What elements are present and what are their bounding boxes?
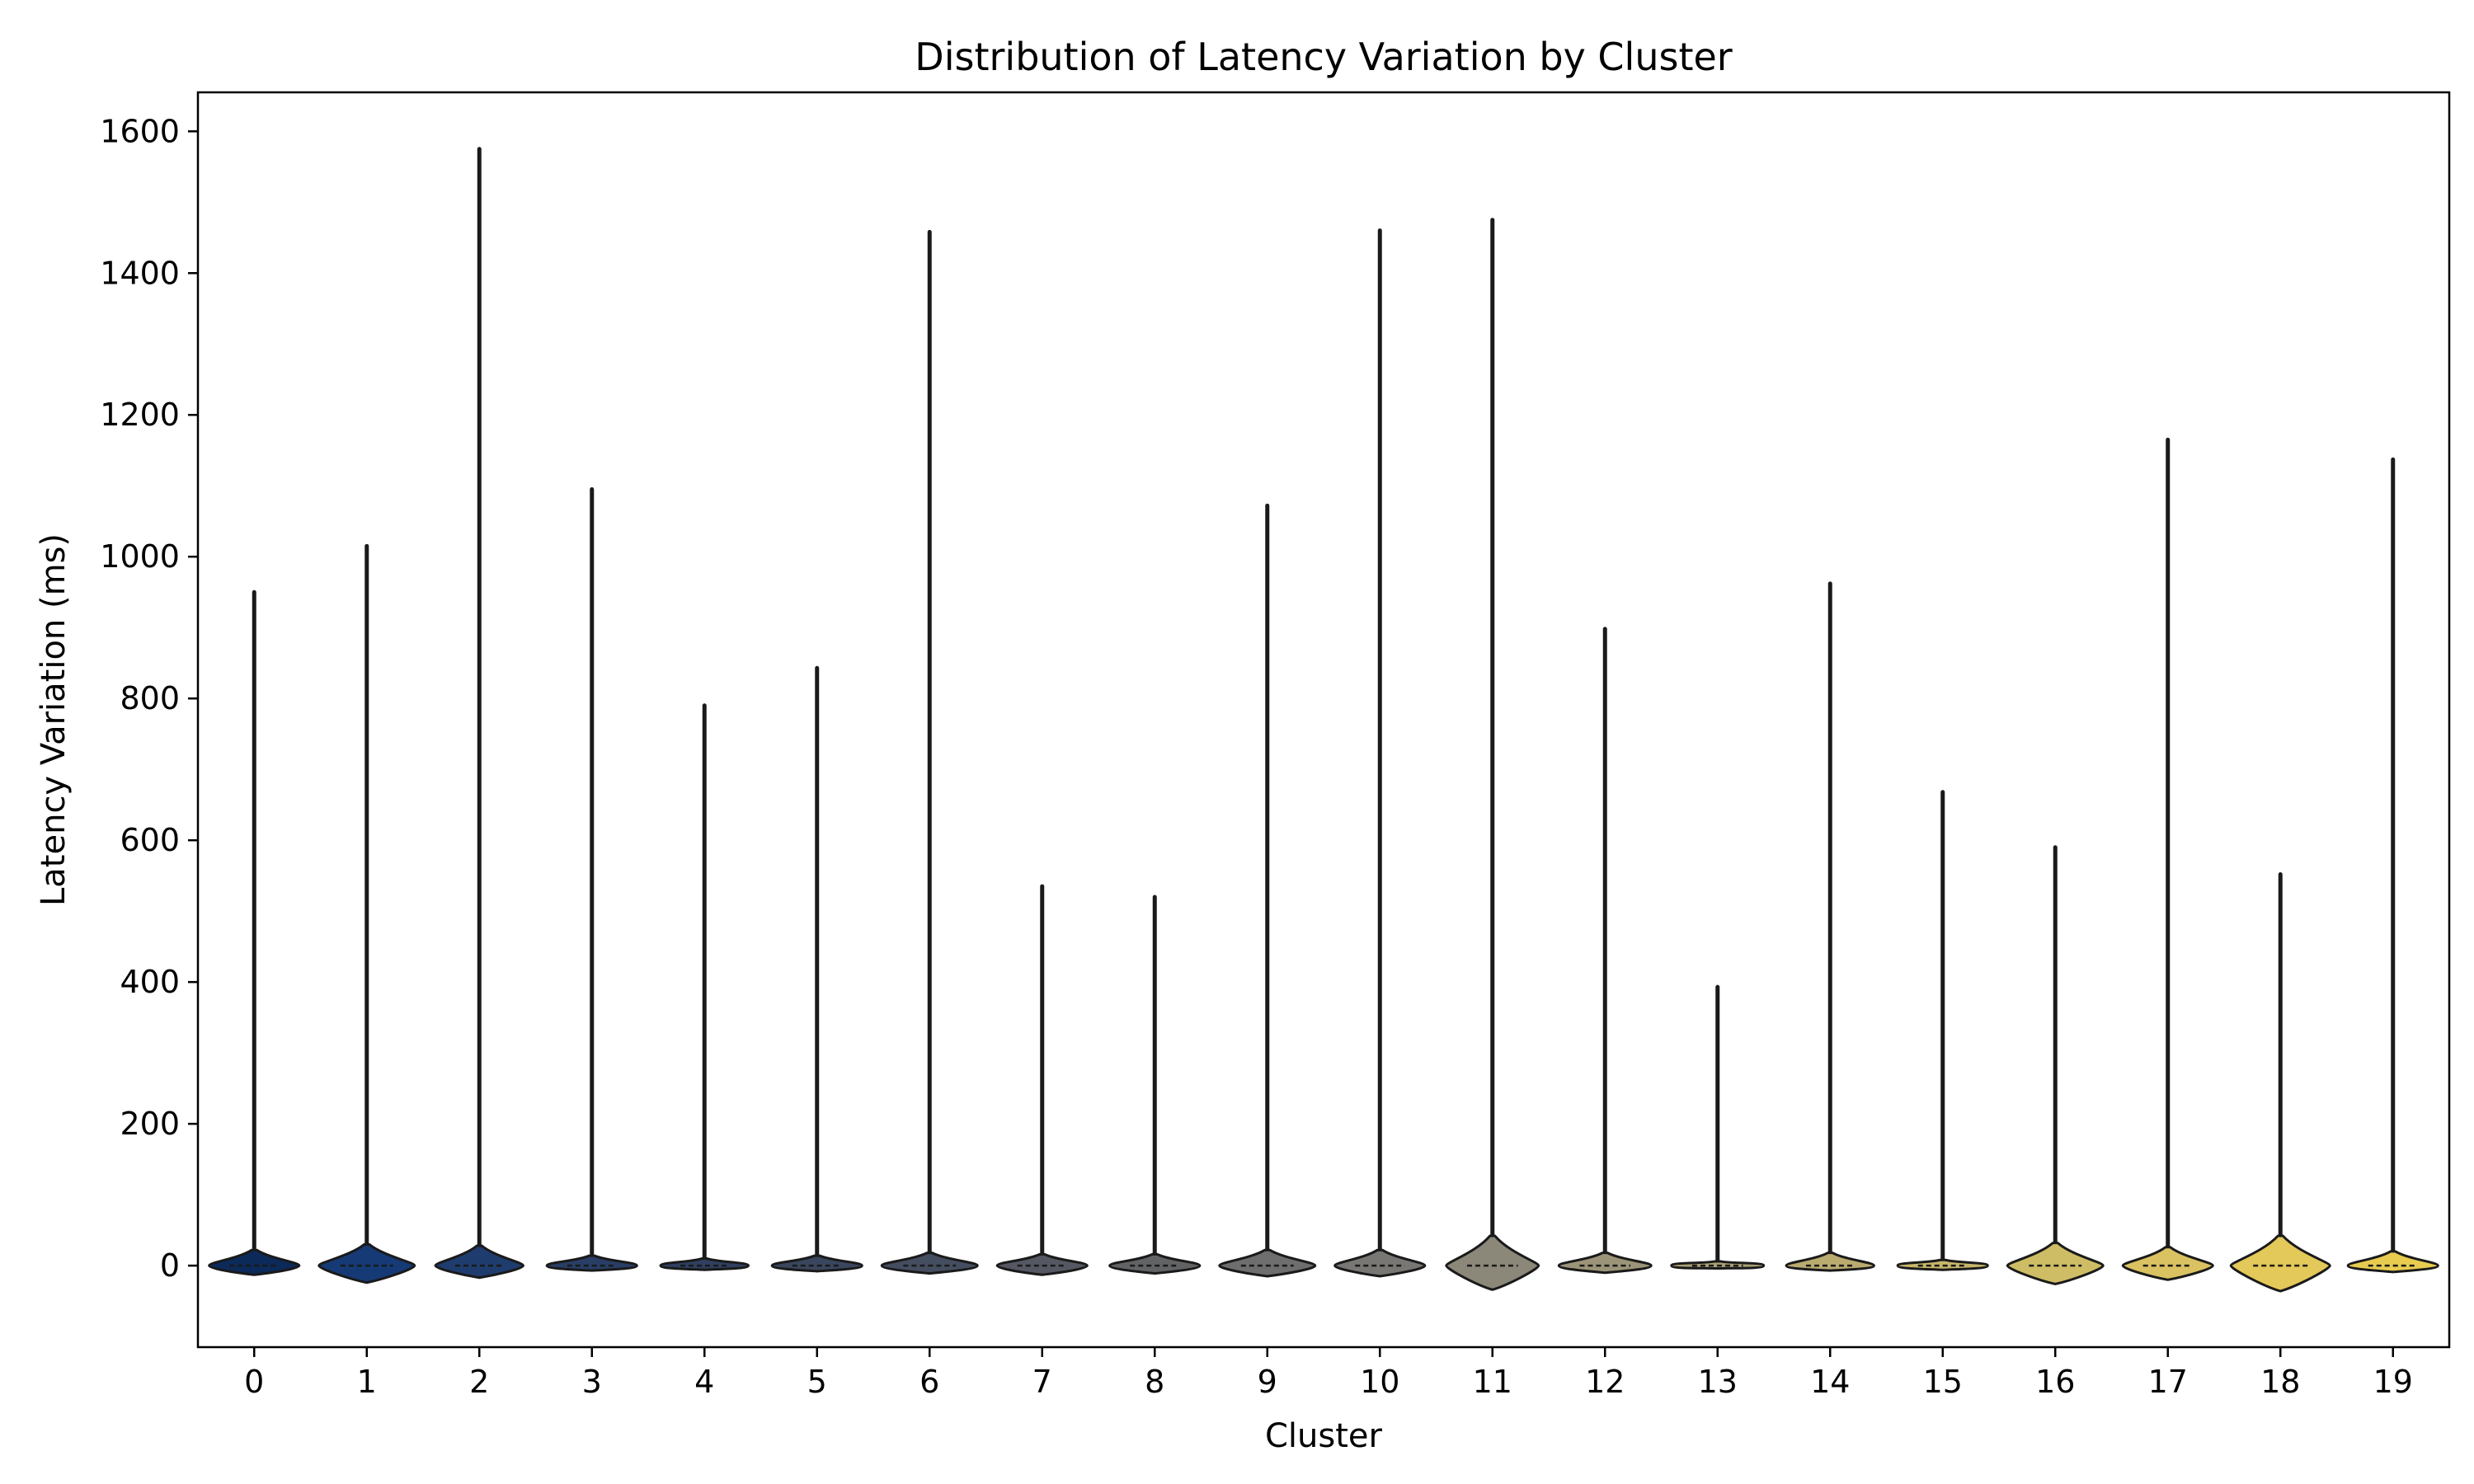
violin-cluster-8 [1108,895,1202,1275]
x-axis-ticks: 0 1 2 3 4 5 6 7 8 9 10 11 12 13 14 15 16 17 18 19 [244,1347,2413,1400]
x-tick-label: 10 [1360,1364,1399,1400]
x-tick-label: 7 [1032,1364,1052,1400]
x-tick-label: 14 [1810,1364,1850,1400]
violin-body [1557,1252,1653,1275]
y-axis-ticks: 0 200 400 600 800 1000 1200 1400 1600 [100,113,198,1284]
violin-cluster-0 [208,589,301,1276]
plot-frame [196,91,2451,1349]
violin-layer [208,147,2439,1293]
y-tick-label: 0 [160,1247,180,1284]
x-tick-label: 0 [244,1364,264,1400]
violin-cluster-2 [434,147,524,1280]
violin-cluster-6 [880,229,979,1275]
violin-cluster-15 [1896,790,1989,1271]
y-tick-label: 1000 [100,538,180,575]
x-tick-label: 12 [1585,1364,1625,1400]
violin-body [1445,1234,1540,1291]
violin-body [1333,1248,1427,1278]
violin-cluster-13 [1670,984,1766,1270]
violin-body [1108,1252,1202,1275]
violin-body [434,1244,524,1280]
x-tick-label: 6 [920,1364,939,1400]
x-tick-label: 16 [2035,1364,2075,1400]
violin-body [545,1254,638,1272]
violin-cluster-1 [317,543,416,1284]
violin-body [770,1254,863,1273]
y-tick-label: 600 [120,822,180,858]
x-tick-label: 9 [1258,1364,1277,1400]
x-tick-label: 18 [2260,1364,2300,1400]
x-tick-label: 1 [357,1364,377,1400]
violin-cluster-14 [1785,581,1875,1272]
y-tick-label: 800 [120,680,180,716]
chart-title: Distribution of Latency Variation by Clu… [915,35,1732,79]
violin-body [317,1242,416,1284]
violin-cluster-17 [2121,437,2214,1281]
violin-body [880,1252,979,1275]
x-tick-label: 4 [694,1364,714,1400]
violin-body [1218,1248,1317,1278]
y-tick-label: 1600 [100,113,180,149]
violin-body [2346,1250,2439,1274]
violin-cluster-7 [995,884,1089,1276]
violin-cluster-10 [1333,228,1427,1278]
x-tick-label: 8 [1145,1364,1164,1400]
x-tick-label: 2 [469,1364,489,1400]
violin-cluster-9 [1218,503,1317,1278]
violin-body [1785,1252,1875,1272]
violin-body [2121,1246,2214,1281]
y-tick-label: 1400 [100,255,180,291]
x-tick-label: 11 [1473,1364,1512,1400]
x-tick-label: 17 [2148,1364,2188,1400]
y-tick-label: 1200 [100,397,180,433]
x-axis-label: Cluster [1265,1417,1383,1455]
y-tick-label: 200 [120,1106,180,1142]
violin-cluster-5 [770,665,863,1273]
violin-cluster-18 [2229,871,2331,1293]
y-axis-label: Latency Variation (ms) [35,533,73,906]
violin-body [2006,1242,2105,1285]
violin-cluster-19 [2346,457,2439,1274]
y-tick-label: 400 [120,964,180,1000]
x-tick-label: 19 [2373,1364,2413,1400]
violin-body [659,1257,750,1271]
x-tick-label: 5 [807,1364,827,1400]
violin-cluster-3 [545,487,638,1272]
violin-cluster-16 [2006,845,2105,1285]
x-tick-label: 3 [582,1364,602,1400]
violin-cluster-11 [1445,218,1540,1291]
x-tick-label: 13 [1698,1364,1738,1400]
violin-cluster-4 [659,703,750,1271]
violin-body [2229,1234,2331,1293]
violin-body [208,1248,301,1276]
x-tick-label: 15 [1923,1364,1963,1400]
violin-cluster-12 [1557,627,1653,1275]
violin-body [995,1252,1089,1276]
